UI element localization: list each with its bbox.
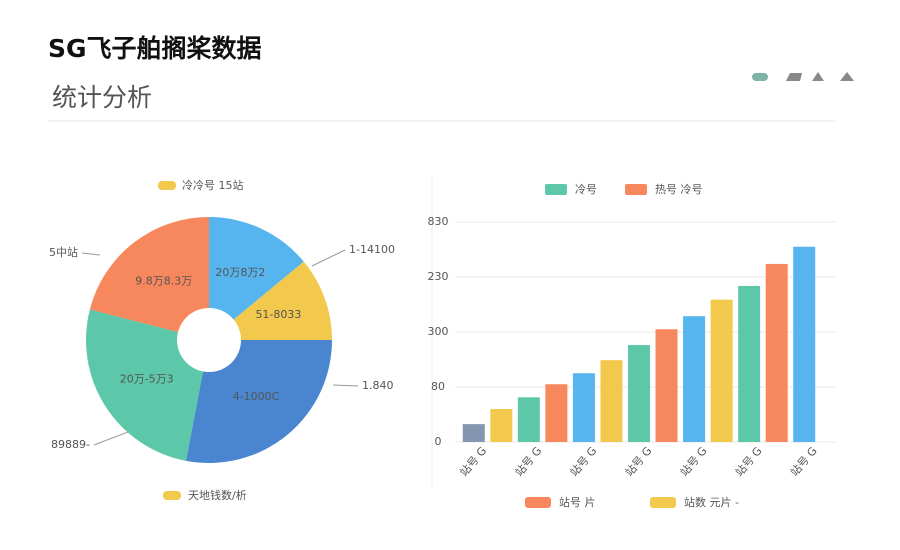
callout-line [311,249,346,267]
bar [628,345,650,442]
pie-slice [209,261,332,340]
bar [793,246,816,442]
bar [517,397,540,442]
bar [683,316,706,442]
callout-label: 5中站 [49,245,78,259]
pie-hole [177,308,241,372]
slice-label: 51-8033 [255,308,301,321]
bar [545,384,568,442]
bar [738,285,761,442]
legend-swatch[interactable] [158,181,176,190]
legend-swatch[interactable] [163,491,181,500]
pie-slice [209,217,304,340]
callout-line [93,431,129,446]
y-tick-label: 300 [428,325,449,338]
icon-triangle[interactable] [812,72,824,81]
icon-shape[interactable] [786,73,802,81]
pie-slice [185,340,332,463]
x-tick-label: 站号 G [512,444,545,479]
legend-swatch[interactable] [525,497,551,508]
callout-label: 1.840 [362,379,394,392]
x-tick-label: 站号 G [732,444,765,479]
y-tick-label: 830 [428,215,449,228]
icon-dot[interactable] [752,73,768,81]
bar [572,373,595,442]
x-tick-label: 站号 G [622,444,655,479]
legend-swatch[interactable] [625,184,647,195]
page-title: SG飞子舶搁桨数据 [48,34,262,63]
bar [462,424,485,442]
legend-swatch[interactable] [545,184,567,195]
y-tick-label: 0 [435,435,442,448]
bar [765,263,788,442]
bar [490,409,513,442]
legend-label[interactable]: 天地钱数/析 [188,488,247,502]
slice-label: 4-1000C [233,390,280,403]
callout-line [81,252,101,256]
legend-label[interactable]: 热号 冷号 [655,183,703,196]
x-tick-label: 站号 G [567,444,600,479]
pie-slice [89,217,209,340]
legend-swatch[interactable] [650,497,676,508]
y-tick-label: 80 [431,380,445,393]
bar [600,360,623,442]
y-tick-label: 230 [428,270,449,283]
slice-label: 9.8万8.3万 [135,275,192,288]
legend-label[interactable]: 冷冷号 15站 [182,178,244,192]
bar [710,299,733,442]
icon-triangle[interactable] [840,72,854,81]
callout-label: 89889- [51,438,90,451]
legend-label[interactable]: 站号 片 [559,495,596,509]
bar [655,329,678,442]
slice-label: 20万8万2 [215,266,265,279]
x-tick-label: 站号 G [457,444,490,479]
page-subtitle: 统计分析 [52,83,152,112]
callout-label: 1-14100 [349,243,395,256]
slice-label: 20万-5万3 [120,373,174,386]
legend-label[interactable]: 站数 元片 - [684,495,739,509]
legend-label[interactable]: 冷号 [575,183,597,196]
x-tick-label: 站号 G [677,444,710,479]
callout-line [332,384,359,387]
x-tick-label: 站号 G [787,444,820,479]
